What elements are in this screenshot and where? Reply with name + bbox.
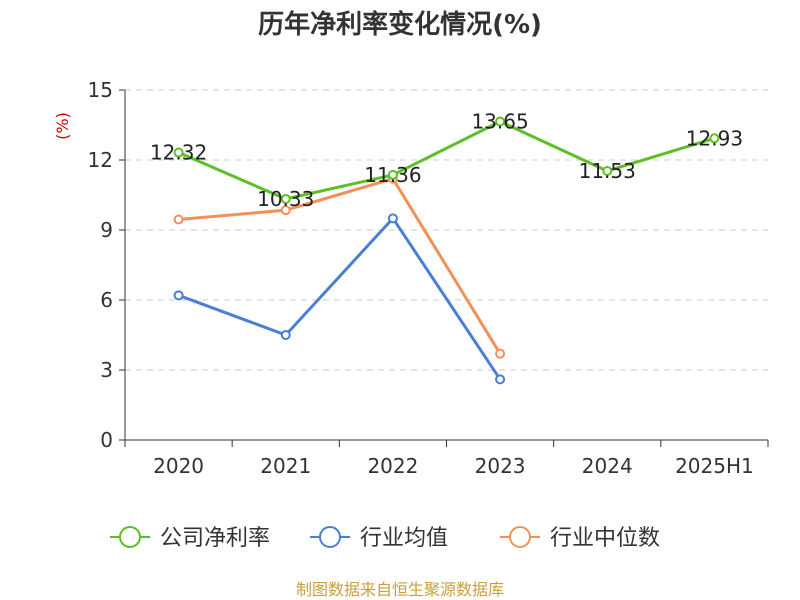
legend-item[interactable]: 公司净利率 (110, 526, 270, 551)
series-1 (173, 213, 506, 385)
source-note: 制图数据来自恒生聚源数据库 (296, 580, 504, 599)
chart-title: 历年净利率变化情况(%) (258, 9, 542, 40)
legend-swatch-marker (319, 526, 341, 548)
legend-swatch-marker (119, 526, 141, 548)
x-tick-label: 2023 (475, 454, 526, 478)
y-axis-unit: (%) (53, 112, 72, 140)
legend-label: 行业中位数 (550, 526, 660, 551)
data-point[interactable] (709, 133, 720, 144)
data-label: 10.33 (257, 187, 314, 211)
data-point[interactable] (280, 205, 291, 216)
data-point[interactable] (602, 165, 613, 176)
x-tick-label: 2020 (153, 454, 204, 478)
y-tick-label: 15 (88, 78, 113, 102)
series-line (177, 120, 715, 201)
data-point[interactable] (173, 290, 184, 301)
y-tick-label: 6 (100, 288, 113, 312)
series-layer: 12.32 10.33 11.36 13.65 11.53 12.93 (150, 110, 743, 385)
y-tick-label: 9 (100, 218, 113, 242)
data-label: 12.32 (150, 141, 207, 165)
legend-item[interactable]: 行业中位数 (500, 526, 660, 551)
data-point[interactable] (387, 169, 398, 180)
axes: 0 3 6 9 12 15 2020 2021 2022 2023 2024 2025H1 (88, 78, 769, 478)
x-tick-label: 2021 (260, 454, 311, 478)
data-point[interactable] (280, 193, 291, 204)
y-tick-label: 3 (100, 358, 113, 382)
x-tick-label: 2024 (582, 454, 633, 478)
data-point[interactable] (280, 330, 291, 340)
data-label: 11.53 (579, 159, 636, 183)
data-point[interactable] (173, 214, 184, 225)
legend-swatch-marker (509, 526, 531, 548)
data-point[interactable] (495, 374, 506, 385)
data-point[interactable] (495, 348, 506, 359)
data-point[interactable] (387, 213, 398, 224)
data-label: 13.65 (471, 110, 528, 134)
legend-item[interactable]: 行业均值 (310, 526, 448, 551)
x-tick-label: 2022 (367, 454, 418, 478)
data-point[interactable] (495, 116, 506, 127)
legend: 公司净利率 行业均值 行业中位数 (110, 526, 660, 551)
series-line (178, 177, 502, 355)
x-tick-label: 2025H1 (675, 454, 754, 478)
series-2 (173, 173, 506, 359)
series-0: 12.32 10.33 11.36 13.65 11.53 12.93 (150, 110, 743, 211)
series-line (178, 216, 502, 381)
legend-label: 行业均值 (360, 526, 448, 551)
y-tick-label: 12 (88, 148, 113, 172)
data-label: 12.93 (686, 126, 743, 150)
grid-lines (125, 89, 768, 371)
y-tick-label: 0 (100, 428, 113, 452)
legend-label: 公司净利率 (160, 526, 270, 551)
data-point[interactable] (173, 147, 184, 158)
data-label: 11.36 (364, 163, 421, 187)
